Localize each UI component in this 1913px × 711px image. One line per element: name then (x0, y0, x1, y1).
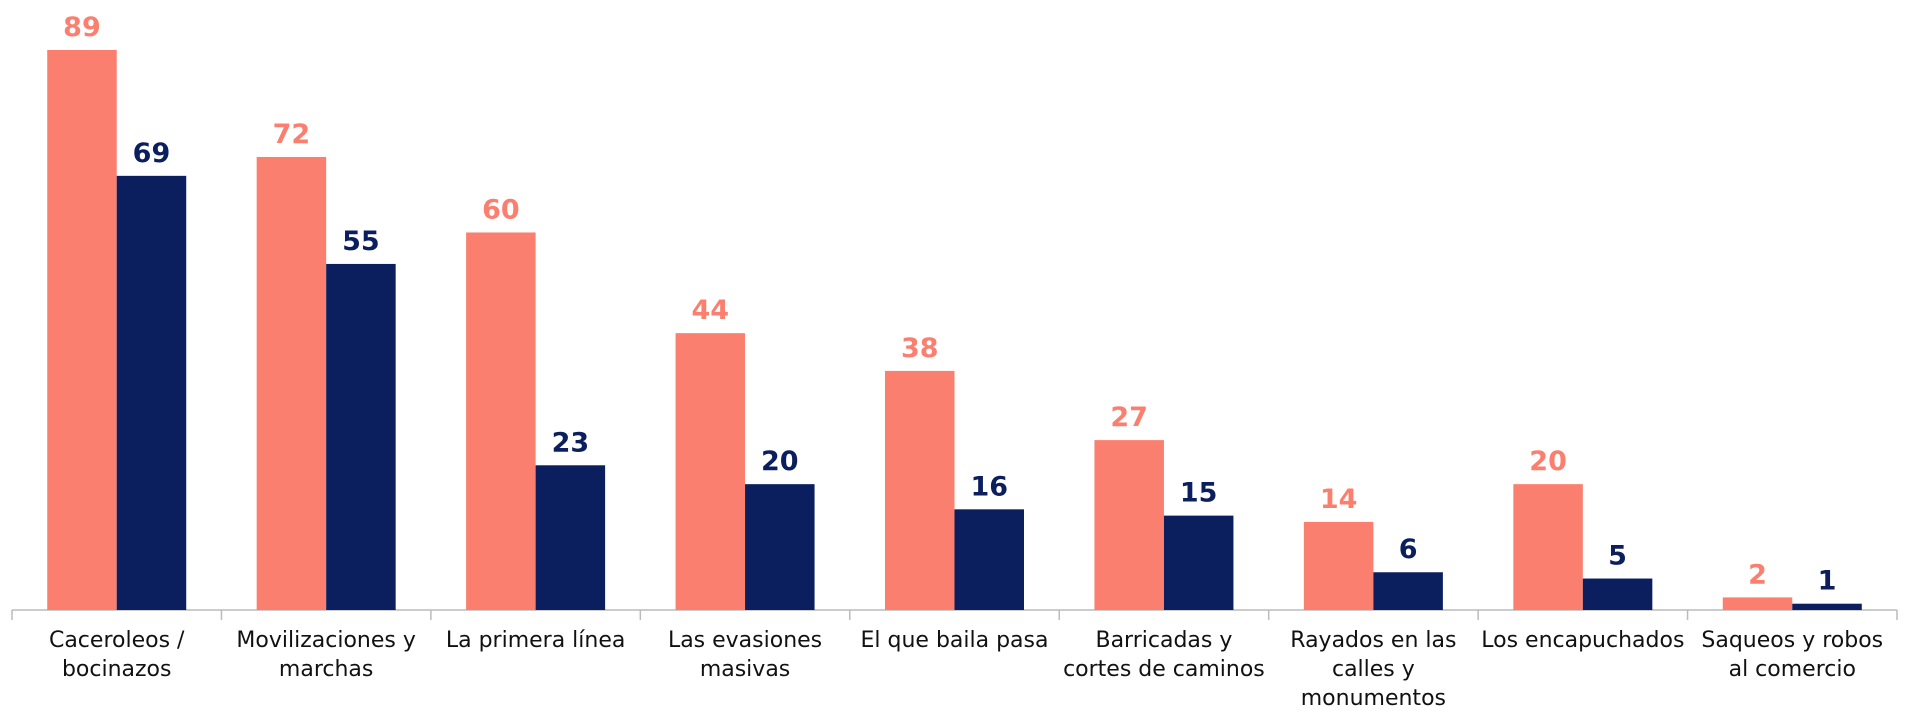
value-label: 15 (1180, 478, 1218, 509)
bar (466, 232, 536, 610)
value-label: 1 (1818, 566, 1837, 597)
value-label: 27 (1110, 402, 1148, 433)
x-tick-label: Caceroleos / bocinazos (48, 628, 185, 682)
x-tick-label: Los encapuchados (1481, 628, 1685, 653)
x-tick-label: El que baila pasa (860, 628, 1049, 653)
value-label: 60 (482, 194, 520, 225)
bar (1792, 603, 1862, 610)
value-label: 5 (1608, 541, 1627, 572)
value-label: 44 (692, 295, 730, 326)
bar (1094, 440, 1164, 610)
bar (535, 465, 606, 610)
bar (116, 175, 187, 610)
value-label: 6 (1399, 534, 1418, 565)
value-label: 72 (273, 119, 311, 150)
x-tick-label: Rayados en las calles y monumentos (1290, 628, 1457, 711)
bar (885, 370, 955, 610)
x-tick-label: Movilizaciones y marchas (236, 628, 416, 682)
x-tick-label: Saqueos y robos al comercio (1701, 628, 1884, 682)
x-tick-label: La primera línea (445, 628, 626, 653)
value-label: 20 (1529, 446, 1567, 477)
x-tick-label: Las evasiones masivas (667, 628, 823, 682)
bar (675, 333, 746, 610)
value-label: 14 (1320, 484, 1358, 515)
bar (745, 484, 815, 610)
bar (1513, 484, 1583, 610)
bar (954, 509, 1024, 610)
value-label: 16 (970, 471, 1008, 502)
bar (1303, 521, 1374, 610)
value-label: 38 (901, 333, 939, 364)
value-label: 69 (133, 138, 171, 169)
x-tick-label: Barricadas y cortes de caminos (1063, 628, 1265, 682)
bar (47, 50, 117, 610)
bar (1582, 578, 1653, 610)
bar (1373, 572, 1443, 610)
value-label: 55 (342, 226, 380, 257)
bar (326, 263, 396, 610)
value-label: 20 (761, 446, 799, 477)
bar (256, 156, 327, 610)
bar (1163, 515, 1234, 610)
bar (1722, 597, 1793, 610)
value-label: 23 (552, 427, 590, 458)
value-label: 2 (1748, 559, 1767, 590)
value-label: 89 (63, 12, 101, 43)
